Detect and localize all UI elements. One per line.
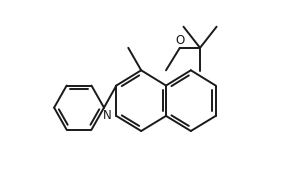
- Text: O: O: [175, 34, 184, 47]
- Text: N: N: [103, 109, 112, 122]
